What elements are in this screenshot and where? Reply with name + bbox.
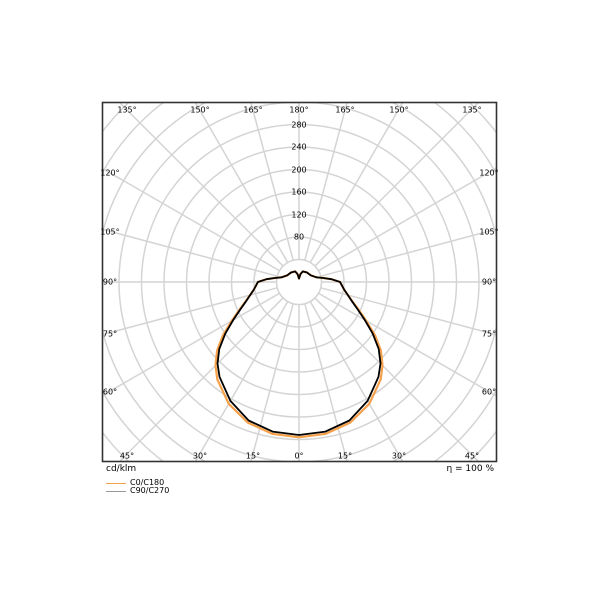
grid-ray (309, 103, 403, 263)
radial-tick-label: 240 (291, 142, 307, 152)
angle-label-bottom: 45° (119, 451, 135, 461)
angle-label-top: 135° (117, 105, 137, 115)
radial-tick-label: 200 (291, 165, 307, 174)
angle-label-right: 60° (481, 387, 497, 397)
angle-label-right: 90° (481, 277, 497, 287)
angle-label-top: 165° (335, 105, 355, 115)
angle-label-top: 150° (389, 105, 409, 115)
grid-ray (318, 167, 496, 272)
grid-ray (103, 287, 278, 336)
curves (214, 270, 384, 439)
radial-tick-label: 160 (291, 187, 307, 197)
chart-frame (101, 101, 498, 463)
angle-label-bottom: 45° (464, 451, 480, 461)
angle-label-top: 180° (289, 105, 309, 115)
efficiency-label: η = 100 % (446, 464, 494, 474)
legend-label-c0: C0/C180 (130, 478, 165, 487)
grid-ray (250, 303, 294, 461)
angle-label-right: 105° (479, 227, 499, 237)
angle-label-bottom: 30° (391, 451, 407, 461)
angle-label-bottom: 0° (294, 451, 304, 461)
grid-ray (119, 103, 284, 267)
angle-label-left: 105° (100, 227, 120, 237)
grid-ray (250, 103, 294, 261)
polar-grid (103, 103, 496, 461)
legend-line-c90 (106, 491, 126, 492)
angle-label-bottom: 15° (337, 451, 353, 461)
grid-ray (195, 103, 289, 263)
curve-c90-c270 (216, 270, 382, 436)
grid-ray (314, 297, 479, 461)
grid-ray (103, 292, 280, 396)
radial-tick-label: 80 (293, 232, 305, 242)
angle-label-top: 150° (190, 105, 210, 115)
angle-label-right: 120° (479, 168, 499, 178)
grid-ray (314, 103, 479, 267)
grid-ring (275, 258, 323, 306)
grid-ray (320, 287, 496, 336)
angle-label-right: 75° (481, 329, 497, 339)
grid-ray (318, 292, 496, 397)
legend-line-c0 (106, 483, 126, 484)
grid-ray (103, 228, 278, 277)
angle-label-bottom: 15° (245, 451, 261, 461)
angle-label-top: 135° (462, 105, 482, 115)
angle-label-top: 165° (243, 105, 263, 115)
grid-ray (309, 301, 403, 461)
grid-ray (320, 228, 496, 277)
grid-ray (304, 303, 348, 461)
angle-label-left: 90° (102, 277, 118, 287)
radial-tick-label: 120 (291, 210, 307, 219)
grid-ray (195, 301, 289, 461)
angle-label-left: 75° (102, 329, 118, 339)
radial-tick-label: 280 (291, 120, 307, 129)
angle-label-bottom: 30° (192, 451, 208, 461)
grid-ray (103, 168, 280, 272)
angle-label-left: 60° (102, 387, 118, 397)
grid-ray (119, 297, 284, 461)
angle-label-left: 120° (100, 168, 120, 178)
unit-label: cd/klm (106, 464, 137, 474)
grid-ray (304, 103, 348, 261)
legend-label-c90: C90/C270 (130, 486, 170, 495)
